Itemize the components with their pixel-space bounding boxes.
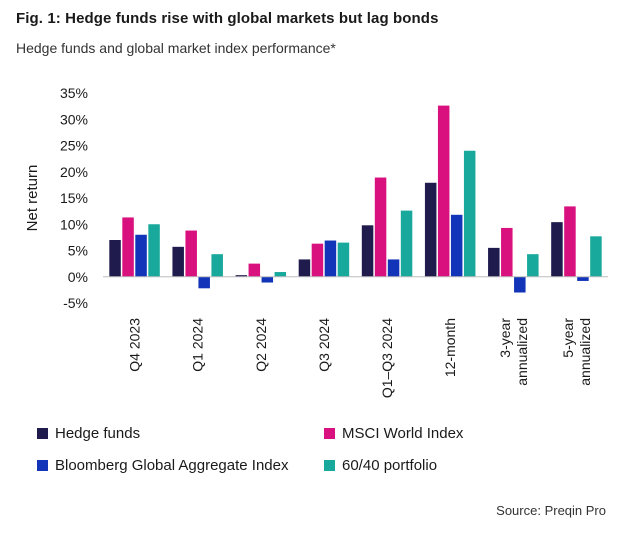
y-tick-label: 20%: [60, 164, 88, 180]
x-tick-label-line: annualized: [514, 318, 530, 386]
legend-label-60-40: 60/40 portfolio: [342, 457, 438, 474]
legend-item-msci-world: MSCI World Index: [324, 425, 463, 442]
x-tick-label-line: Q1 2024: [190, 318, 206, 372]
chart-title: Fig. 1: Hedge funds rise with global mar…: [16, 10, 439, 27]
bar: [527, 254, 539, 277]
x-tick-label-line: Q1–Q3 2024: [379, 318, 395, 398]
bar: [400, 210, 413, 277]
y-tick-label: 10%: [60, 216, 88, 232]
source-note: Source: Preqin Pro: [496, 503, 606, 518]
legend-label-hedge-funds: Hedge funds: [55, 425, 141, 442]
bar: [374, 177, 387, 277]
bar: [261, 276, 274, 283]
legend-swatch-bloomberg: [37, 460, 48, 471]
bar: [235, 275, 248, 277]
y-tick-label: -5%: [63, 295, 88, 311]
x-tick-label: Q1–Q3 2024: [379, 318, 395, 398]
bar: [211, 254, 223, 277]
bar: [311, 243, 324, 277]
bar: [361, 225, 374, 277]
bar: [564, 206, 576, 277]
legend-swatch-60-40: [324, 460, 335, 471]
x-tick-label-line: Q4 2023: [127, 318, 143, 372]
x-tick-label: Q3 2024: [316, 318, 332, 372]
legend-label-bloomberg: Bloomberg Global Aggregate Index: [55, 457, 289, 474]
bar: [501, 227, 513, 277]
y-tick-label: 5%: [68, 243, 88, 259]
y-tick-label: 35%: [60, 85, 88, 101]
bar: [148, 224, 160, 277]
chart-subtitle: Hedge funds and global market index perf…: [16, 40, 336, 56]
bar: [135, 234, 147, 277]
bar: [298, 259, 311, 277]
legend-item-bloomberg: Bloomberg Global Aggregate Index: [37, 457, 289, 474]
legend-swatch-hedge-funds: [37, 428, 48, 439]
y-axis-label: Net return: [24, 165, 41, 232]
x-tick-label: Q2 2024: [253, 318, 269, 372]
x-tick-label-line: Q2 2024: [253, 318, 269, 372]
y-tick-label: 30%: [60, 111, 88, 127]
bar: [109, 240, 121, 277]
x-tick-label: 5-yearannualized: [560, 318, 593, 386]
bar: [387, 259, 400, 277]
bar: [185, 230, 197, 277]
x-tick-label-line: 3-year: [497, 318, 513, 358]
x-tick-label-line: 5-year: [560, 318, 576, 358]
bar: [577, 276, 589, 281]
bar: [463, 150, 476, 277]
x-tick-label: 3-yearannualized: [497, 318, 530, 386]
y-tick-label: 0%: [68, 269, 88, 285]
x-tick-label: 12-month: [442, 318, 458, 377]
legend-item-60-40: 60/40 portfolio: [324, 457, 437, 474]
x-tick-label-line: annualized: [577, 318, 593, 386]
bar: [424, 182, 437, 277]
y-tick-label: 15%: [60, 190, 88, 206]
x-tick-label-line: 12-month: [442, 318, 458, 377]
bar: [437, 105, 450, 277]
bar: [122, 217, 134, 277]
bar: [488, 247, 500, 277]
x-tick-label: Q1 2024: [190, 318, 206, 372]
bar: [172, 246, 184, 277]
bar-chart: -5% 0% 5% 10% 15% 20% 25% 30% 35% Net return Q4 20…: [24, 85, 608, 398]
bar: [337, 242, 350, 277]
bar: [274, 272, 287, 277]
bar: [324, 240, 337, 277]
bar: [514, 276, 526, 293]
bar: [248, 263, 261, 277]
x-tick-label-line: Q3 2024: [316, 318, 332, 372]
bar: [198, 276, 210, 289]
legend-swatch-msci-world: [324, 428, 335, 439]
bar: [590, 236, 602, 277]
legend-label-msci-world: MSCI World Index: [342, 425, 464, 442]
x-tick-label: Q4 2023: [127, 318, 143, 372]
legend-item-hedge-funds: Hedge funds: [37, 425, 140, 442]
bar: [551, 222, 563, 277]
bar: [450, 214, 463, 277]
y-tick-label: 25%: [60, 138, 88, 154]
